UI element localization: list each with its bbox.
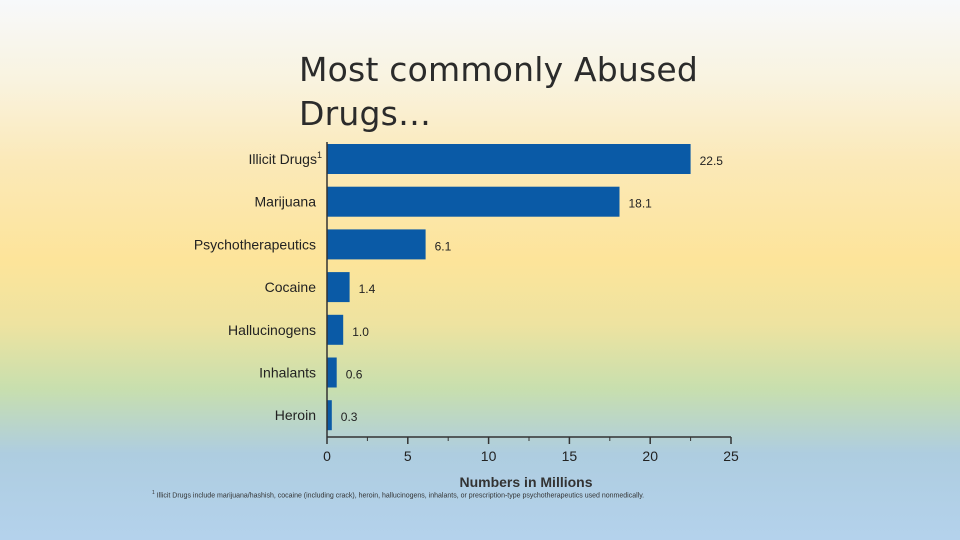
x-tick-label: 0 — [323, 448, 331, 464]
bar-hallucinogens — [327, 314, 344, 345]
value-label: 6.1 — [435, 239, 452, 253]
x-tick-label: 25 — [723, 448, 739, 464]
bars-layer: Illicit Drugs1 22.5 Marijuana 18.1 Psychothe… — [194, 144, 724, 431]
category-label: Hallucinogens — [228, 322, 316, 338]
footnote-marker: 1 — [152, 490, 155, 496]
value-label: 0.3 — [341, 410, 358, 424]
x-tick-label: 15 — [562, 448, 578, 464]
slide-title-line-1: Most commonly Abused — [299, 50, 699, 89]
x-tick-label: 10 — [481, 448, 497, 464]
category-label: Cocaine — [265, 279, 317, 295]
slide-title-line-2: Drugs… — [299, 94, 432, 133]
x-tick-label: 20 — [642, 448, 658, 464]
category-label: Illicit Drugs1 — [249, 150, 322, 167]
value-label: 1.0 — [352, 325, 369, 339]
bar-heroin — [327, 400, 332, 431]
x-axis-title: Numbers in Millions — [459, 474, 592, 490]
value-label: 18.1 — [629, 197, 653, 211]
value-label: 22.5 — [700, 154, 724, 168]
category-label: Inhalants — [259, 365, 316, 381]
slide-title: Most commonly Abused Drugs… — [299, 48, 819, 136]
bar-marijuana — [327, 186, 620, 217]
category-label: Marijuana — [255, 194, 317, 210]
footnote-text: Illicit Drugs include marijuana/hashish,… — [154, 492, 645, 500]
bar-illicit-drugs — [327, 144, 691, 174]
value-label: 0.6 — [346, 368, 363, 382]
bar-cocaine — [327, 272, 350, 303]
category-superscript: 1 — [317, 150, 322, 160]
x-tick-label: 5 — [404, 448, 412, 464]
bar-psychotherapeutics — [327, 229, 426, 260]
value-label: 1.4 — [359, 282, 376, 296]
category-label: Heroin — [275, 407, 316, 423]
category-label: Psychotherapeutics — [194, 236, 316, 252]
footnote: 1 Illicit Drugs include marijuana/hashis… — [152, 490, 852, 499]
bar-inhalants — [327, 357, 337, 388]
x-axis: 0 5 10 15 20 25 — [323, 142, 739, 464]
